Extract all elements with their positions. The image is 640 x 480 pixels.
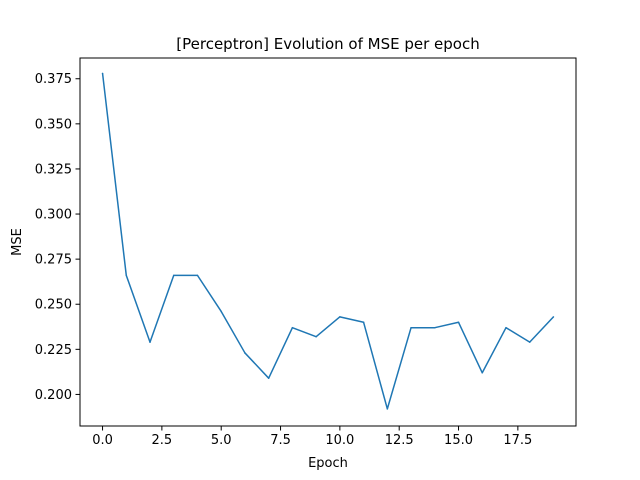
data-point bbox=[457, 321, 460, 324]
data-point bbox=[528, 341, 531, 343]
data-point bbox=[291, 326, 294, 329]
data-point bbox=[267, 377, 270, 379]
x-axis-label: Epoch bbox=[308, 456, 348, 471]
x-tick-label: 2.5 bbox=[152, 433, 173, 448]
x-tick-label: 10.0 bbox=[325, 433, 354, 448]
y-tick-label: 0.200 bbox=[35, 388, 72, 403]
data-point bbox=[410, 326, 412, 329]
data-point bbox=[481, 372, 484, 374]
y-tick-label: 0.375 bbox=[35, 72, 72, 87]
x-tick-label: 0.0 bbox=[92, 433, 113, 448]
data-point bbox=[125, 274, 128, 277]
x-tick-label: 7.5 bbox=[270, 433, 291, 448]
data-point bbox=[434, 326, 436, 329]
data-point bbox=[315, 335, 317, 338]
plot-area bbox=[101, 72, 555, 410]
data-point bbox=[101, 72, 104, 75]
data-point bbox=[339, 316, 341, 318]
x-axis-ticks: 0.0 2.5 5.0 7.5 10.0 12.5 15.0 17.5 bbox=[92, 426, 532, 448]
y-tick-label: 0.350 bbox=[35, 117, 72, 132]
data-point bbox=[552, 316, 555, 318]
data-point bbox=[386, 408, 389, 410]
data-point bbox=[505, 326, 507, 329]
y-tick-label: 0.325 bbox=[35, 162, 72, 177]
series-line-0 bbox=[101, 73, 554, 410]
chart-title: [Perceptron] Evolution of MSE per epoch bbox=[176, 35, 479, 53]
data-point bbox=[196, 274, 199, 277]
x-tick-label: 12.5 bbox=[385, 433, 414, 448]
y-tick-label: 0.250 bbox=[35, 298, 72, 313]
x-tick-label: 5.0 bbox=[211, 433, 232, 448]
y-axis-label: MSE bbox=[10, 228, 25, 256]
data-point bbox=[220, 310, 222, 313]
y-axis-ticks: 0.200 0.225 0.250 0.275 0.300 0.325 0.350 0.375 bbox=[35, 72, 80, 403]
y-tick-label: 0.300 bbox=[35, 208, 72, 223]
x-tick-label: 17.5 bbox=[503, 433, 532, 448]
data-point bbox=[149, 341, 151, 343]
x-tick-label: 15.0 bbox=[444, 433, 473, 448]
plot-frame bbox=[79, 57, 577, 427]
y-tick-label: 0.225 bbox=[35, 343, 72, 358]
data-point bbox=[172, 274, 175, 277]
data-point bbox=[244, 352, 246, 354]
y-tick-label: 0.275 bbox=[35, 253, 72, 268]
data-point bbox=[362, 321, 365, 324]
